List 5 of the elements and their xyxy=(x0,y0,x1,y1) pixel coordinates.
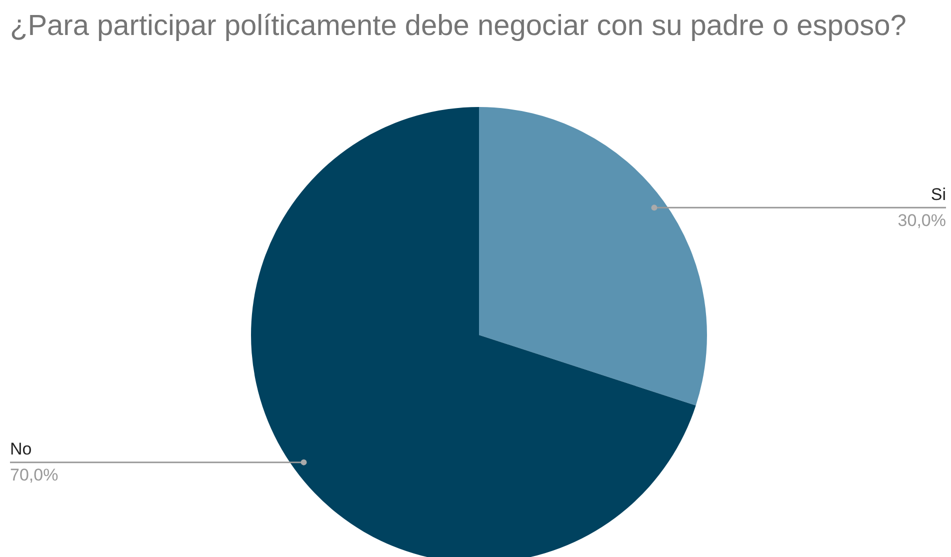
data-label: 70,0% xyxy=(10,466,58,484)
slice-label: No xyxy=(10,440,32,458)
slice-label: Si xyxy=(930,184,946,204)
data-label: 30,0% xyxy=(898,210,946,230)
chart-title: ¿Para participar políticamente debe negociar con su padre o esposo? xyxy=(10,9,908,44)
